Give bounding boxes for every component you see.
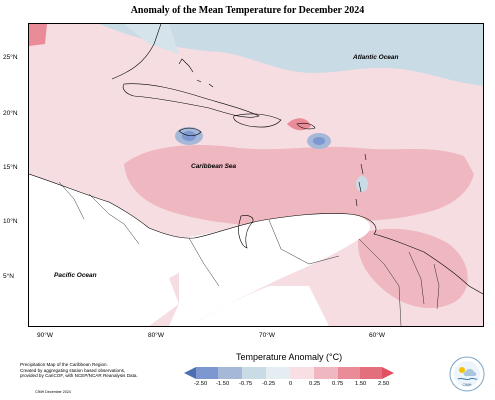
- legend-tick: 0.75: [332, 381, 344, 387]
- lon-label-80w: 80°W: [148, 332, 164, 339]
- lat-label-5n: 5°N: [3, 273, 14, 280]
- colorbar-segment: [242, 367, 266, 379]
- anomaly-map: [29, 24, 483, 326]
- colorbar-segment: [290, 367, 314, 379]
- colorbar-segment: [314, 367, 338, 379]
- legend-title: Temperature Anomaly (°C): [236, 352, 343, 362]
- svg-text:CIMH: CIMH: [463, 383, 472, 387]
- legend-tick: 0.25: [309, 381, 321, 387]
- map-title: Anomaly of the Mean Temperature for Dece…: [130, 5, 365, 16]
- legend-tick: 0: [289, 381, 293, 387]
- colorbar-arrow-high: [382, 367, 394, 379]
- label-atlantic-ocean: Atlantic Ocean: [353, 54, 399, 61]
- legend-tick: -0.75: [239, 381, 253, 387]
- land-central-america: [29, 174, 199, 284]
- cimh-logo: CIMH: [449, 356, 485, 392]
- credits-line: Precipitation Map of the Caribbean Regio…: [20, 362, 108, 367]
- colorbar-segment: [338, 367, 360, 379]
- positive-anomaly-guianas: [358, 228, 468, 309]
- lon-label-60w: 60°W: [369, 332, 385, 339]
- colorbar-segment: [196, 367, 218, 379]
- lat-label-15n: 15°N: [3, 164, 18, 171]
- legend-tick: -2.50: [194, 381, 208, 387]
- land-central-america-south: [29, 254, 179, 326]
- credits-text: Precipitation Map of the Caribbean Regio…: [20, 362, 170, 379]
- colorbar-segment: [360, 367, 382, 379]
- legend-tick: -1.50: [216, 381, 230, 387]
- label-caribbean-sea: Caribbean Sea: [191, 163, 237, 170]
- negative-anomaly-lesser-antilles: [356, 176, 368, 192]
- land-south-america: [169, 213, 370, 326]
- colorbar-segment: [218, 367, 242, 379]
- lon-label-70w: 70°W: [259, 332, 275, 339]
- colorbar-segment: [266, 367, 290, 379]
- lon-label-90w: 90°W: [37, 332, 53, 339]
- positive-anomaly-hispaniola: [287, 118, 311, 131]
- land-south-america-interior: [189, 286, 329, 326]
- country-borders: [58, 181, 440, 326]
- coastlines: [29, 24, 483, 295]
- negative-anomaly-atlantic: [99, 24, 483, 86]
- positive-anomaly-corner: [29, 24, 47, 46]
- lat-label-20n: 20°N: [3, 110, 18, 117]
- map-panel: [28, 23, 484, 327]
- negative-anomaly-gulf: [124, 24, 179, 54]
- lat-label-25n: 25°N: [3, 54, 18, 61]
- stamp-text: CIMH December 2024: [35, 390, 71, 394]
- legend-tick: 1.50: [355, 381, 367, 387]
- positive-anomaly-caribbean: [124, 145, 474, 226]
- colorbar: [184, 367, 394, 379]
- legend-tick: 2.50: [378, 381, 390, 387]
- lat-label-10n: 10°N: [3, 218, 18, 225]
- legend-tick: -0.25: [262, 381, 276, 387]
- credits-line: provided by CariCOF, with NCEP/NCAR Rean…: [20, 373, 138, 379]
- credits-line: Created by aggregating station based obs…: [20, 367, 126, 373]
- label-pacific-ocean: Pacific Ocean: [54, 272, 97, 279]
- colorbar-arrow-low: [184, 367, 196, 379]
